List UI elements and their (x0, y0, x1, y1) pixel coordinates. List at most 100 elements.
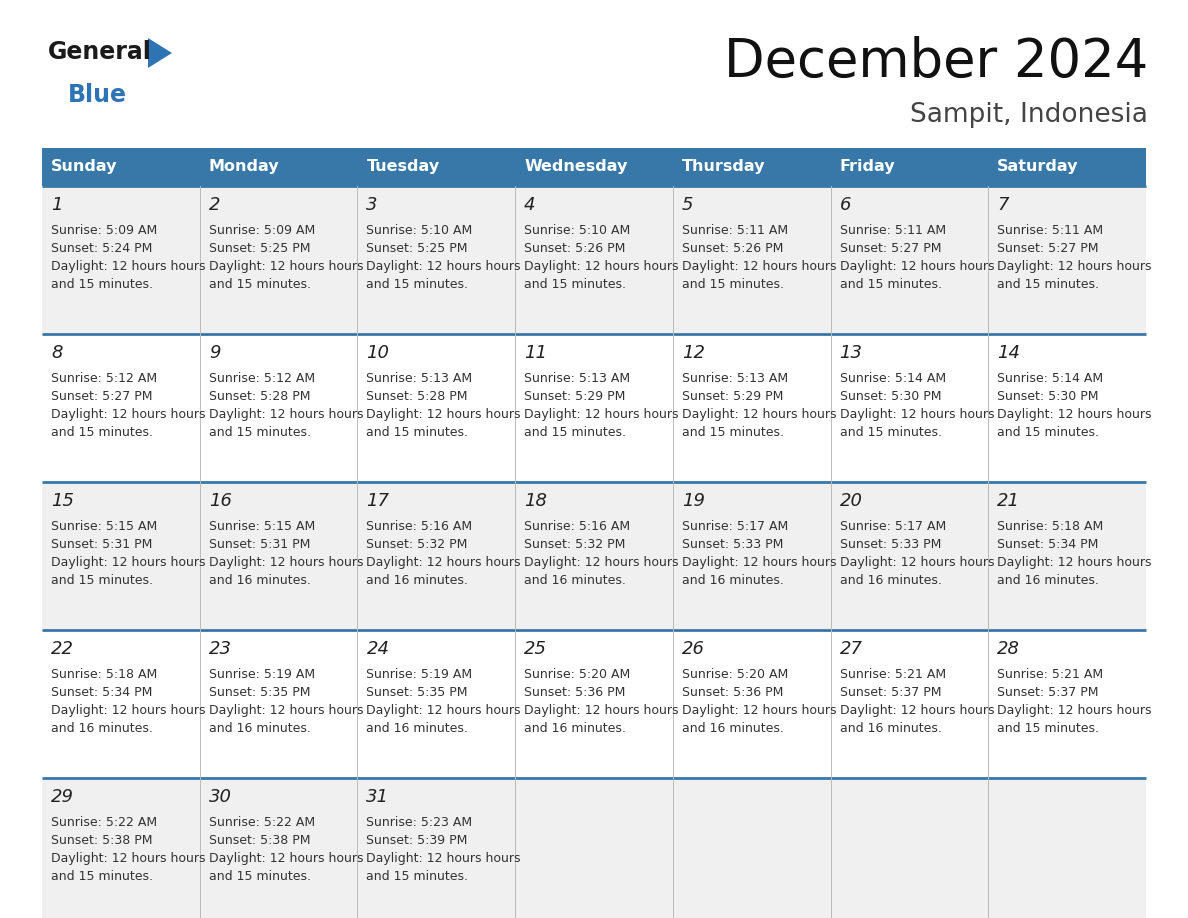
Text: 12: 12 (682, 344, 704, 362)
Bar (516, 148, 672, 186)
Text: Sunrise: 5:20 AM: Sunrise: 5:20 AM (524, 668, 631, 681)
Text: Thursday: Thursday (682, 160, 765, 174)
Text: and 16 minutes.: and 16 minutes. (682, 722, 784, 735)
Text: and 16 minutes.: and 16 minutes. (840, 574, 941, 587)
Text: and 15 minutes.: and 15 minutes. (840, 426, 942, 439)
Text: Sunrise: 5:22 AM: Sunrise: 5:22 AM (209, 816, 315, 829)
Text: Daylight: 12 hours hours: Daylight: 12 hours hours (209, 852, 364, 865)
Text: Sunrise: 5:23 AM: Sunrise: 5:23 AM (366, 816, 473, 829)
Text: Sunrise: 5:11 AM: Sunrise: 5:11 AM (682, 224, 788, 237)
Text: 4: 4 (524, 196, 536, 214)
Text: Sunrise: 5:18 AM: Sunrise: 5:18 AM (51, 668, 157, 681)
Text: Sunrise: 5:17 AM: Sunrise: 5:17 AM (840, 520, 946, 533)
Text: Sunset: 5:29 PM: Sunset: 5:29 PM (524, 390, 626, 403)
Text: Blue: Blue (68, 83, 127, 107)
Text: Daylight: 12 hours hours: Daylight: 12 hours hours (997, 408, 1152, 421)
Text: and 15 minutes.: and 15 minutes. (682, 278, 784, 291)
Text: December 2024: December 2024 (723, 36, 1148, 88)
Text: Sunset: 5:28 PM: Sunset: 5:28 PM (209, 390, 310, 403)
Text: Sunrise: 5:18 AM: Sunrise: 5:18 AM (997, 520, 1104, 533)
Text: Sunset: 5:36 PM: Sunset: 5:36 PM (524, 686, 626, 699)
Text: Sunrise: 5:19 AM: Sunrise: 5:19 AM (209, 668, 315, 681)
Bar (42, 630, 1146, 778)
Text: 10: 10 (366, 344, 390, 362)
Text: Sunrise: 5:15 AM: Sunrise: 5:15 AM (51, 520, 157, 533)
Text: Sunset: 5:25 PM: Sunset: 5:25 PM (366, 242, 468, 255)
Text: Daylight: 12 hours hours: Daylight: 12 hours hours (209, 556, 364, 569)
Text: 3: 3 (366, 196, 378, 214)
Text: Sunset: 5:33 PM: Sunset: 5:33 PM (840, 538, 941, 551)
Text: 16: 16 (209, 492, 232, 510)
Text: 13: 13 (840, 344, 862, 362)
Text: and 15 minutes.: and 15 minutes. (524, 278, 626, 291)
Text: 2: 2 (209, 196, 220, 214)
Bar (42, 482, 1146, 630)
Text: Friday: Friday (840, 160, 896, 174)
Text: Sunset: 5:27 PM: Sunset: 5:27 PM (997, 242, 1099, 255)
Text: Tuesday: Tuesday (366, 160, 440, 174)
Text: Sunrise: 5:11 AM: Sunrise: 5:11 AM (840, 224, 946, 237)
Text: 29: 29 (51, 788, 74, 806)
Text: Sunset: 5:27 PM: Sunset: 5:27 PM (840, 242, 941, 255)
Text: Sunrise: 5:14 AM: Sunrise: 5:14 AM (840, 372, 946, 385)
Bar (830, 148, 988, 186)
Text: and 15 minutes.: and 15 minutes. (366, 278, 468, 291)
Text: Sunset: 5:36 PM: Sunset: 5:36 PM (682, 686, 783, 699)
Text: Sunset: 5:31 PM: Sunset: 5:31 PM (209, 538, 310, 551)
Text: and 15 minutes.: and 15 minutes. (209, 870, 311, 883)
Text: and 15 minutes.: and 15 minutes. (51, 574, 153, 587)
Text: Wednesday: Wednesday (524, 160, 627, 174)
Text: and 15 minutes.: and 15 minutes. (51, 870, 153, 883)
Text: and 15 minutes.: and 15 minutes. (51, 278, 153, 291)
Text: 25: 25 (524, 640, 548, 658)
Text: Sunrise: 5:17 AM: Sunrise: 5:17 AM (682, 520, 788, 533)
Text: 6: 6 (840, 196, 851, 214)
Text: 5: 5 (682, 196, 694, 214)
Text: Sunset: 5:32 PM: Sunset: 5:32 PM (524, 538, 626, 551)
Text: 30: 30 (209, 788, 232, 806)
Text: Sunset: 5:37 PM: Sunset: 5:37 PM (997, 686, 1099, 699)
Text: Saturday: Saturday (997, 160, 1079, 174)
Text: and 15 minutes.: and 15 minutes. (682, 426, 784, 439)
Text: 28: 28 (997, 640, 1020, 658)
Bar (42, 148, 200, 186)
Text: Sunset: 5:35 PM: Sunset: 5:35 PM (366, 686, 468, 699)
Text: 24: 24 (366, 640, 390, 658)
Text: Daylight: 12 hours hours: Daylight: 12 hours hours (682, 408, 836, 421)
Text: Daylight: 12 hours hours: Daylight: 12 hours hours (840, 556, 994, 569)
Text: Daylight: 12 hours hours: Daylight: 12 hours hours (51, 408, 206, 421)
Text: and 16 minutes.: and 16 minutes. (524, 574, 626, 587)
Text: Sunset: 5:25 PM: Sunset: 5:25 PM (209, 242, 310, 255)
Bar (42, 334, 1146, 482)
Text: Sunrise: 5:16 AM: Sunrise: 5:16 AM (524, 520, 631, 533)
Text: 23: 23 (209, 640, 232, 658)
Text: and 15 minutes.: and 15 minutes. (997, 426, 1099, 439)
Text: 18: 18 (524, 492, 548, 510)
Text: Sunrise: 5:21 AM: Sunrise: 5:21 AM (997, 668, 1104, 681)
Bar (200, 148, 358, 186)
Text: Daylight: 12 hours hours: Daylight: 12 hours hours (209, 704, 364, 717)
Text: and 15 minutes.: and 15 minutes. (840, 278, 942, 291)
Text: Sunrise: 5:11 AM: Sunrise: 5:11 AM (997, 224, 1104, 237)
Text: Sampit, Indonesia: Sampit, Indonesia (910, 102, 1148, 128)
Text: and 16 minutes.: and 16 minutes. (366, 722, 468, 735)
Text: Daylight: 12 hours hours: Daylight: 12 hours hours (524, 556, 678, 569)
Text: Sunrise: 5:21 AM: Sunrise: 5:21 AM (840, 668, 946, 681)
Text: Sunset: 5:34 PM: Sunset: 5:34 PM (51, 686, 152, 699)
Text: Sunrise: 5:15 AM: Sunrise: 5:15 AM (209, 520, 315, 533)
Bar (988, 148, 1146, 186)
Text: Daylight: 12 hours hours: Daylight: 12 hours hours (366, 260, 520, 273)
Text: Sunrise: 5:19 AM: Sunrise: 5:19 AM (366, 668, 473, 681)
Text: Daylight: 12 hours hours: Daylight: 12 hours hours (366, 408, 520, 421)
Text: Daylight: 12 hours hours: Daylight: 12 hours hours (997, 704, 1152, 717)
Text: Sunset: 5:27 PM: Sunset: 5:27 PM (51, 390, 152, 403)
Text: 27: 27 (840, 640, 862, 658)
Text: Daylight: 12 hours hours: Daylight: 12 hours hours (366, 556, 520, 569)
Text: Daylight: 12 hours hours: Daylight: 12 hours hours (997, 556, 1152, 569)
Text: and 16 minutes.: and 16 minutes. (524, 722, 626, 735)
Text: General: General (48, 40, 152, 64)
Text: Sunset: 5:35 PM: Sunset: 5:35 PM (209, 686, 310, 699)
Text: Sunset: 5:29 PM: Sunset: 5:29 PM (682, 390, 783, 403)
Text: Sunrise: 5:12 AM: Sunrise: 5:12 AM (209, 372, 315, 385)
Text: Sunset: 5:30 PM: Sunset: 5:30 PM (997, 390, 1099, 403)
